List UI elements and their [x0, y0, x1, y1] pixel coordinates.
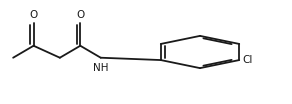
Text: NH: NH — [93, 63, 109, 73]
Text: O: O — [76, 10, 84, 20]
Text: O: O — [29, 10, 38, 20]
Text: Cl: Cl — [243, 55, 253, 65]
